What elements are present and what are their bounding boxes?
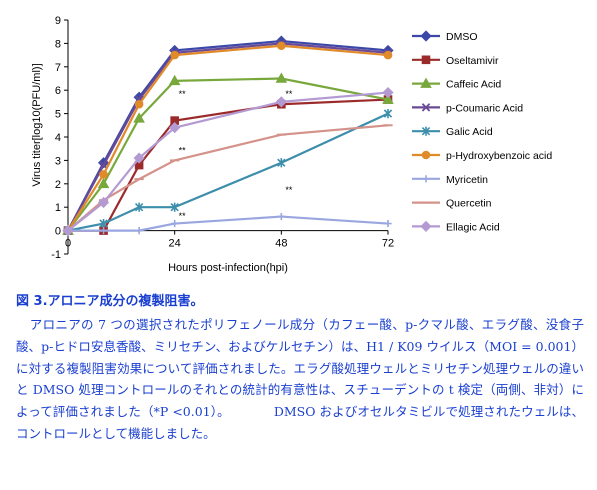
data-point bbox=[382, 93, 394, 104]
legend-marker bbox=[421, 126, 431, 136]
series-line bbox=[67, 112, 389, 232]
data-point bbox=[134, 99, 144, 109]
data-point bbox=[275, 96, 287, 108]
series-line bbox=[68, 98, 389, 232]
x-tick-label: 72 bbox=[382, 238, 394, 250]
legend-label: DMSO bbox=[446, 31, 478, 43]
series-line bbox=[68, 215, 389, 232]
y-tick-label: 3 bbox=[55, 155, 61, 167]
data-point bbox=[275, 72, 288, 83]
legend-label: p-Coumaric Acid bbox=[446, 102, 523, 114]
data-point bbox=[277, 158, 286, 168]
data-point bbox=[277, 41, 286, 51]
y-tick-label: 1 bbox=[55, 202, 61, 214]
data-point bbox=[170, 50, 179, 60]
series-line bbox=[67, 44, 389, 232]
data-point bbox=[169, 122, 181, 134]
y-tick-label: 9 bbox=[55, 15, 61, 27]
significance-marker: ** bbox=[285, 185, 293, 195]
data-point bbox=[97, 196, 110, 209]
legend-marker bbox=[420, 220, 432, 232]
data-point bbox=[382, 86, 394, 99]
x-tick-label: 48 bbox=[275, 238, 287, 250]
y-tick-label: 8 bbox=[55, 38, 61, 50]
data-point bbox=[62, 225, 74, 237]
data-point bbox=[134, 202, 144, 212]
y-tick-label: 6 bbox=[55, 85, 61, 97]
data-point bbox=[383, 109, 393, 119]
line-chart: -1 0 1 2 3 4 5 6 7 8 9 0 24 48 72 ** ** ** ** ** DMSO Oselta… bbox=[31, 15, 552, 274]
y-tick-label: 5 bbox=[55, 109, 61, 121]
data-point bbox=[99, 227, 108, 235]
legend-marker bbox=[421, 55, 431, 65]
data-point bbox=[277, 212, 285, 221]
legend-marker bbox=[422, 175, 430, 183]
y-tick-label: 0 bbox=[55, 226, 61, 238]
data-point bbox=[99, 170, 108, 179]
series-line bbox=[67, 91, 389, 232]
legend-marker bbox=[420, 77, 432, 88]
y-tick-label: 7 bbox=[55, 62, 61, 74]
series-line bbox=[67, 42, 389, 232]
data-point bbox=[99, 218, 108, 229]
legend-label: Quercetin bbox=[446, 198, 492, 210]
series-line bbox=[67, 124, 389, 232]
x-tick-label: 24 bbox=[169, 238, 181, 250]
x-axis-title: Hours post-infection(hpi) bbox=[168, 262, 288, 274]
data-point bbox=[133, 152, 145, 164]
x-tick-label: 0 bbox=[65, 238, 71, 250]
data-point bbox=[135, 227, 143, 235]
chart-legend: DMSO Oseltamivir Caffeic Acid p-Coumaric Ac… bbox=[412, 30, 552, 233]
figure-title: 図 3.アロニア成分の複製阻害。 bbox=[16, 294, 204, 309]
legend-label: p-Hydroxybenzoic acid bbox=[446, 150, 552, 162]
y-tick-label: -1 bbox=[51, 249, 61, 261]
legend-marker bbox=[420, 30, 432, 42]
legend-marker bbox=[421, 150, 431, 160]
data-point bbox=[384, 219, 392, 228]
significance-marker: ** bbox=[179, 145, 187, 155]
legend-label: Caffeic Acid bbox=[446, 79, 501, 91]
y-axis-title: Virus titer[log10(PFU/ml)] bbox=[31, 63, 43, 186]
legend-label: Oseltamivir bbox=[446, 55, 499, 67]
data-point bbox=[97, 177, 110, 189]
figure-caption: アロニアの 7 つの選択されたポリフェノール成分（カフェー酸、p-クマル酸、エラ… bbox=[16, 317, 584, 441]
legend-marker bbox=[421, 103, 431, 112]
legend-label: Myricetin bbox=[446, 174, 488, 186]
data-point bbox=[168, 74, 181, 86]
y-tick-label: 2 bbox=[55, 179, 61, 191]
data-point bbox=[171, 219, 179, 228]
y-tick-label: 4 bbox=[55, 132, 61, 144]
significance-marker: ** bbox=[285, 89, 293, 99]
legend-label: Galic Acid bbox=[446, 126, 493, 138]
significance-marker: ** bbox=[179, 211, 187, 221]
data-point bbox=[133, 112, 145, 123]
significance-marker: ** bbox=[179, 89, 187, 99]
legend-label: Ellagic Acid bbox=[446, 221, 500, 233]
data-point bbox=[383, 50, 393, 60]
series-line bbox=[67, 77, 389, 232]
data-point bbox=[170, 202, 179, 212]
